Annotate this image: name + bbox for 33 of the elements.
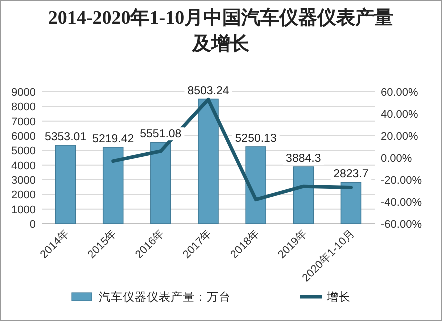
y-tick-label: 1000 [12,204,36,216]
y-tick-label: 8000 [12,102,36,114]
y-tick-label: 6000 [12,131,36,143]
chart-title: 2014-2020年1-10月中国汽车仪器仪表产量及增长 [47,6,395,57]
y2-tick-label: 40.00% [381,109,419,121]
data-label: 5551.08 [140,128,182,141]
y2-tick-label: -40.00% [381,197,422,209]
y-tick-label: 9000 [12,87,36,99]
bar [198,98,219,224]
y-tick-label: 4000 [12,160,36,172]
y2-tick-label: -60.00% [381,219,422,231]
bar [340,182,362,224]
y-tick-label: 3000 [12,175,36,187]
legend-label: 汽车仪器仪表产量：万台 [99,290,231,304]
legend-label: 增长 [326,291,351,304]
data-label: 8503.24 [188,85,230,98]
y2-tick-label: 20.00% [381,131,419,143]
y-tick-label: 2000 [12,190,36,202]
y2-tick-label: 0.00% [381,153,412,165]
bar [246,146,266,224]
data-label: 5353.01 [44,131,87,144]
y2-tick-label: -20.00% [381,175,422,187]
data-label: 5219.42 [92,133,134,146]
bar [293,166,314,224]
y-tick-label: 5000 [12,146,36,158]
bar [102,147,124,224]
data-label: 2823.7 [334,168,369,181]
data-label: 5250.13 [235,133,277,145]
y2-tick-label: 60.00% [381,87,419,99]
bar [55,145,76,224]
data-label: 3884.3 [286,153,322,166]
y-tick-label: 0 [30,219,36,231]
y-tick-label: 7000 [12,116,36,128]
